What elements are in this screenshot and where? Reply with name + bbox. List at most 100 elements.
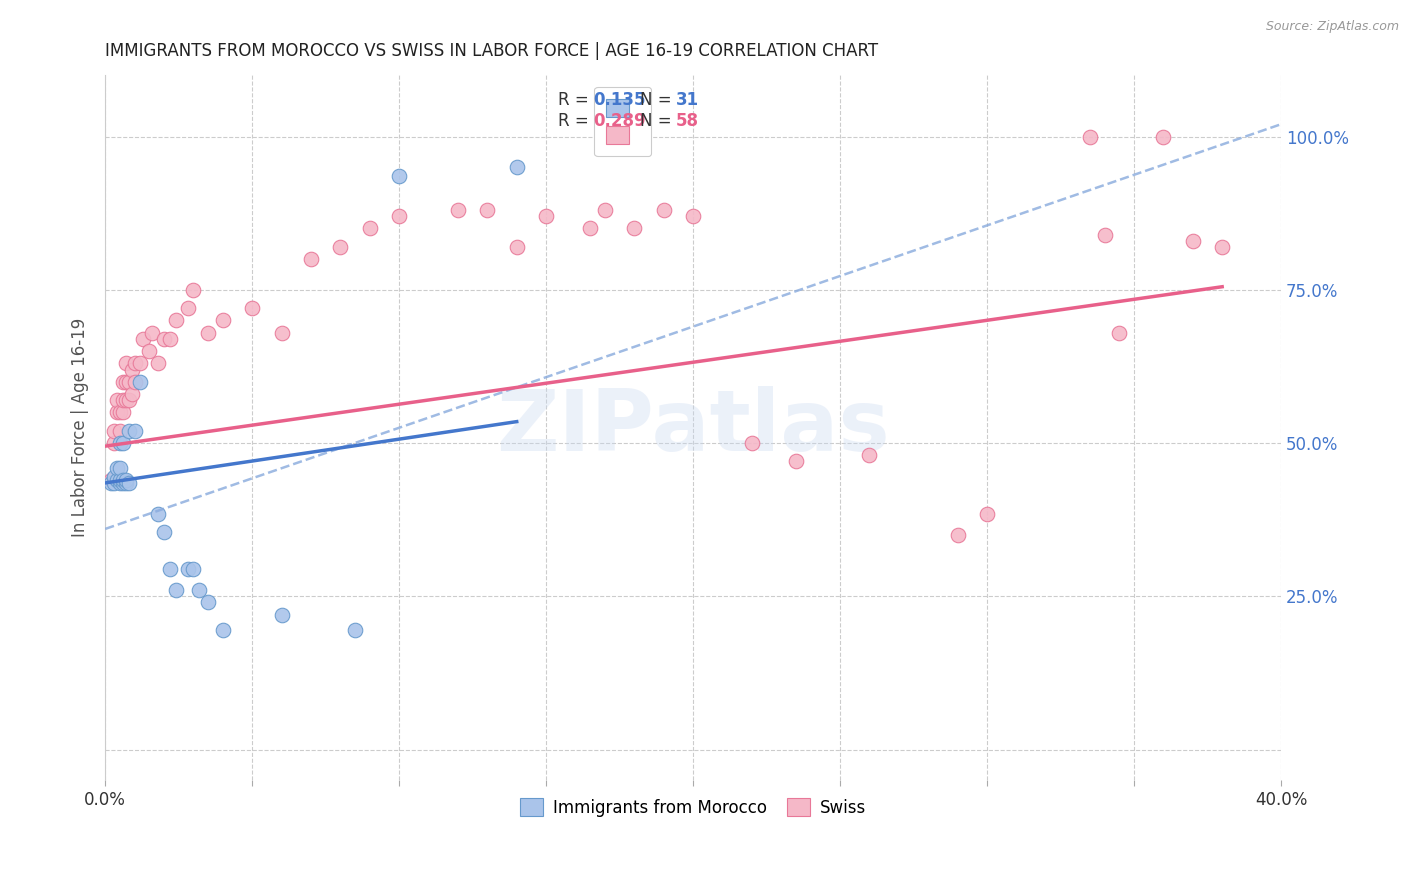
Point [124,375,146,389]
Point [159,562,181,576]
Point [108,436,131,450]
Y-axis label: In Labor Force | Age 16-19: In Labor Force | Age 16-19 [72,318,89,537]
Point [108,460,131,475]
Point [105,393,128,408]
Point [388,209,411,223]
Point [1108,326,1130,340]
Point [197,595,219,609]
Point [579,221,602,235]
Point [240,301,263,316]
Point [506,240,529,254]
Point [477,203,499,218]
Point [652,203,675,218]
Point [858,448,880,462]
Point [329,240,352,254]
Point [108,424,131,438]
Point [211,623,233,637]
Point [100,473,122,487]
Point [976,507,998,521]
Text: IMMIGRANTS FROM MOROCCO VS SWISS IN LABOR FORCE | AGE 16-19 CORRELATION CHART: IMMIGRANTS FROM MOROCCO VS SWISS IN LABO… [105,42,879,60]
Point [111,393,134,408]
Point [124,356,146,370]
Point [188,583,211,598]
Point [506,160,529,174]
Text: N =: N = [640,112,678,130]
Point [534,209,557,223]
Point [132,332,155,346]
Text: 31: 31 [675,91,699,109]
Point [118,424,141,438]
Point [103,470,125,484]
Point [1078,129,1101,144]
Point [118,393,141,408]
Point [129,356,152,370]
Point [197,326,219,340]
Point [211,313,233,327]
Point [165,583,187,598]
Point [118,375,141,389]
Point [114,356,136,370]
Point [183,562,205,576]
Point [1152,129,1174,144]
Point [159,332,181,346]
Text: Source: ZipAtlas.com: Source: ZipAtlas.com [1265,20,1399,33]
Point [270,607,292,622]
Point [623,221,645,235]
Text: R =: R = [558,112,593,130]
Point [741,436,763,450]
Point [103,436,125,450]
Point [121,387,143,401]
Point [270,326,292,340]
Point [593,203,616,218]
Point [299,252,322,267]
Point [108,475,131,490]
Point [146,507,169,521]
Point [114,473,136,487]
Point [114,393,136,408]
Point [105,473,128,487]
Point [141,326,163,340]
Legend: Immigrants from Morocco, Swiss: Immigrants from Morocco, Swiss [512,789,875,825]
Point [111,375,134,389]
Point [146,356,169,370]
Text: ZIPatlas: ZIPatlas [496,386,890,469]
Point [176,301,198,316]
Point [103,424,125,438]
Point [153,332,176,346]
Text: 0.289: 0.289 [593,112,645,130]
Point [165,313,187,327]
Point [344,623,367,637]
Text: 58: 58 [675,112,699,130]
Text: R =: R = [558,91,593,109]
Point [1094,227,1116,242]
Point [129,375,152,389]
Point [111,473,134,487]
Point [124,424,146,438]
Point [100,475,122,490]
Point [447,203,470,218]
Point [118,475,141,490]
Point [114,475,136,490]
Point [108,473,131,487]
Point [138,344,160,359]
Point [111,405,134,419]
Point [111,436,134,450]
Point [121,362,143,376]
Point [114,375,136,389]
Point [111,475,134,490]
Point [183,283,205,297]
Point [785,454,807,468]
Point [682,209,704,223]
Point [105,405,128,419]
Point [388,169,411,184]
Text: 0.135: 0.135 [593,91,645,109]
Text: N =: N = [640,91,678,109]
Point [103,475,125,490]
Point [359,221,381,235]
Point [1181,234,1204,248]
Point [1211,240,1233,254]
Point [153,524,176,539]
Point [946,528,969,542]
Point [176,562,198,576]
Point [105,460,128,475]
